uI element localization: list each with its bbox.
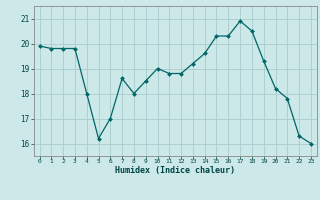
X-axis label: Humidex (Indice chaleur): Humidex (Indice chaleur) [115, 166, 235, 175]
